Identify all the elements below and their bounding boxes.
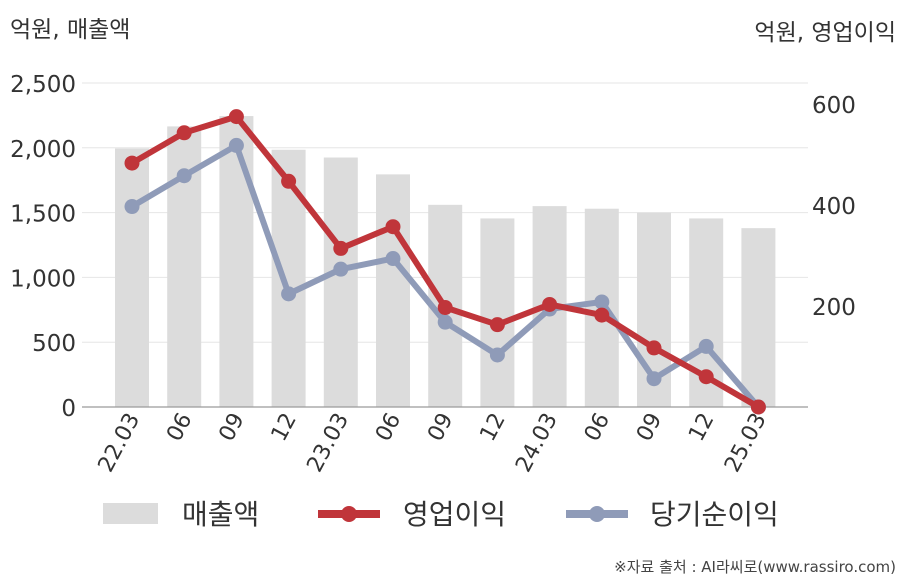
left-tick-label: 500 — [32, 331, 76, 357]
data-point — [489, 347, 505, 363]
bar — [323, 157, 358, 407]
bar — [219, 116, 254, 407]
data-point — [228, 109, 244, 125]
left-tick-label: 0 — [61, 396, 76, 422]
left-tick-label: 2,500 — [10, 72, 76, 98]
data-point — [698, 338, 714, 354]
right-tick-label: 600 — [812, 93, 856, 119]
x-tick-label: 09 — [632, 409, 667, 445]
legend-label-operating: 영업이익 — [403, 498, 506, 531]
data-point — [281, 286, 297, 302]
left-tick-label: 1,500 — [10, 202, 76, 228]
legend-label-revenue: 매출액 — [182, 498, 259, 531]
left-tick-label: 1,000 — [10, 266, 76, 292]
left-axis-label: 억원, 매출액 — [10, 17, 130, 43]
data-point — [437, 314, 453, 330]
right-tick-label: 400 — [812, 194, 856, 220]
left-axis-ticks: 0 500 1,000 1,500 2,000 2,500 — [10, 72, 76, 422]
bar — [741, 228, 776, 407]
x-tick-label: 12 — [684, 409, 719, 445]
legend-marker-net — [589, 506, 605, 522]
left-tick-label: 2,000 — [10, 137, 76, 163]
data-point — [489, 317, 505, 333]
x-tick-label: 12 — [267, 409, 302, 445]
x-tick-label: 09 — [423, 409, 458, 445]
bar — [115, 148, 149, 407]
bar — [376, 174, 410, 407]
data-point — [437, 300, 453, 316]
x-tick-label: 06 — [162, 409, 197, 445]
data-point — [176, 125, 192, 141]
data-point — [594, 307, 610, 323]
x-tick-label: 22.03 — [94, 409, 146, 476]
data-point — [385, 251, 401, 267]
data-point — [176, 168, 192, 184]
data-point — [281, 173, 297, 189]
x-tick-label: 23.03 — [302, 409, 354, 476]
x-axis-ticks: 22.03 06 09 12 23.03 06 09 12 24.03 06 09 12 25.03 — [94, 409, 772, 476]
data-point — [124, 155, 140, 171]
x-tick-label: 25.03 — [720, 409, 772, 476]
x-tick-label: 06 — [371, 409, 406, 445]
data-point — [228, 137, 244, 153]
data-point — [646, 371, 662, 387]
data-point — [333, 261, 349, 277]
data-point — [333, 240, 349, 256]
source-note: ※자료 출처 : AI라씨로(www.rassiro.com) — [614, 558, 896, 576]
right-tick-label: 200 — [812, 295, 856, 321]
legend: 매출액 영업이익 당기순이익 — [103, 498, 779, 531]
x-tick-label: 06 — [580, 409, 615, 445]
data-point — [594, 294, 610, 310]
data-point — [698, 369, 714, 385]
legend-swatch-revenue — [103, 503, 158, 524]
data-point — [385, 219, 401, 235]
legend-marker-operating — [341, 506, 357, 522]
bar — [480, 218, 515, 407]
right-axis-label: 억원, 영업이익 — [754, 20, 896, 46]
x-tick-label: 09 — [214, 409, 249, 445]
x-tick-label: 24.03 — [511, 409, 563, 476]
data-point — [646, 340, 662, 356]
line-series — [124, 109, 766, 415]
data-point — [542, 296, 558, 312]
data-point — [750, 399, 766, 415]
x-tick-label: 12 — [475, 409, 510, 445]
data-point — [124, 199, 140, 215]
legend-label-net: 당기순이익 — [650, 498, 779, 531]
right-axis-ticks: 200 400 600 — [812, 93, 856, 321]
